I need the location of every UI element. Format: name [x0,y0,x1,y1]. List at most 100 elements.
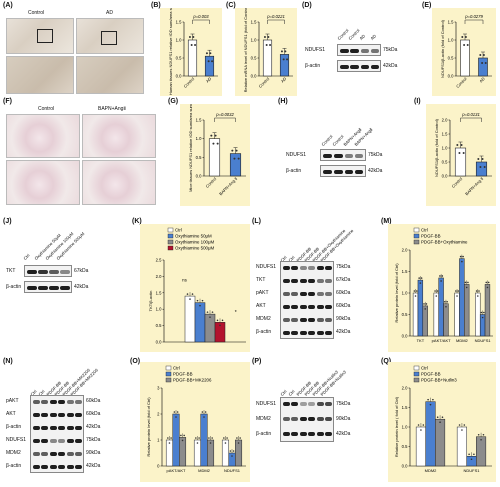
row-label: NDUFS1 [256,401,277,407]
data-point [465,286,468,289]
data-point [183,434,185,437]
y-tick-label: 3 [157,386,160,391]
bar [221,439,229,467]
data-point [201,299,204,302]
data-point [229,450,232,452]
panel-m-label: (M) [381,218,392,225]
data-point [235,149,238,152]
data-point [196,442,199,444]
data-point [481,62,484,64]
data-point [233,157,236,160]
data-point [470,458,473,461]
lane-label: Control [320,133,334,147]
data-point [478,290,480,292]
bar [228,452,236,467]
x-tick-label: Control [455,76,468,89]
bar [454,292,460,337]
panel-k: 0.0 0.5 1.0 1.5 2.0 2.5 TKT/β-actin Ctrl Oxythia… [140,224,250,352]
bar [466,456,477,467]
data-point [284,50,287,53]
bar [165,439,173,467]
y-tick-label: 1.0 [156,307,162,312]
y-tick-label: 1.5 [156,290,162,295]
data-point [456,144,459,146]
lane-label: Control [336,27,350,41]
bar [425,401,436,467]
legend-swatch [413,227,420,233]
bar [435,418,446,467]
data-point [480,311,483,314]
panel-j: Ctrl Oxythiamine 50μM Oxythiamine 100μM … [6,226,124,306]
data-point [441,275,444,277]
bar [229,153,242,177]
y-tick-label: 0.0 [176,74,182,79]
panel-n: Ctrl Ctrl PDGF-BB PDGF-BB PDGF-BB+MK2206… [6,364,122,482]
data-point [181,439,184,442]
data-point [423,303,425,305]
data-point [237,157,240,160]
data-point [455,290,457,292]
data-point [479,166,482,168]
data-point [211,437,213,439]
y-tick-label: 2.0 [402,386,408,391]
y-tick-label: 0.0 [196,174,202,179]
panel-f-label: (F) [3,98,12,105]
data-point [206,311,209,313]
y-axis-label: Relative protein level (fold of Ctrl) [146,397,151,457]
chart-o-svg: 0 1 2 3 Relative protein level (fold of Ctrl… [146,366,246,473]
data-point [204,411,207,413]
data-point [463,424,466,426]
data-point [476,295,479,297]
significance-bracket [267,19,285,24]
bar [438,277,444,337]
x-tick-label: NDUFS1 [224,468,241,473]
micro-control-high [6,56,74,94]
data-point [458,152,461,154]
panel-n-label: (N) [3,358,13,365]
data-point [216,142,219,145]
kda-label: 42kDa [336,329,351,335]
blot-actin [320,165,366,177]
significance-bracket [214,117,236,122]
panel-d-label: (D) [302,2,312,9]
row-label: pAKT [256,290,269,296]
data-point [463,44,466,46]
data-point [239,437,241,439]
data-point [481,316,484,319]
bar [475,161,488,177]
data-point [216,319,219,322]
row-label: β-actin [6,424,22,430]
y-tick-label: 1.0 [448,38,454,43]
x-tick-label: Control [205,176,218,189]
data-point [464,281,467,284]
data-point [415,290,418,292]
bar [476,436,487,467]
data-point [477,433,480,436]
row-label: pAKT [6,398,19,404]
data-point [484,62,487,64]
row-label: AKT [6,411,16,417]
data-point [479,54,482,56]
data-point [436,290,439,292]
y-tick-label: 1 [157,438,160,443]
bar [207,439,215,467]
y-tick-label: 1.5 [402,405,408,410]
y-tick-label: 0.5 [402,444,408,449]
x-tick-label: MDM2 [425,468,438,473]
data-point [180,434,182,437]
data-point [269,44,272,46]
panel-a-left-title: Control [28,10,45,16]
data-point [211,311,214,313]
data-point [420,429,422,431]
y-tick-label: 0.5 [402,312,408,317]
y-tick-label: 0.5 [176,56,182,61]
y-tick-label: 2.0 [442,118,448,123]
row-label: β-actin [256,329,272,335]
y-tick-label: 2 [157,412,160,417]
kda-label: 75kDa [336,401,351,407]
y-axis-label: Human tissues NDUFS1 relative IOD sum/ar… [168,8,173,95]
panel-p-label: (P) [252,358,262,365]
